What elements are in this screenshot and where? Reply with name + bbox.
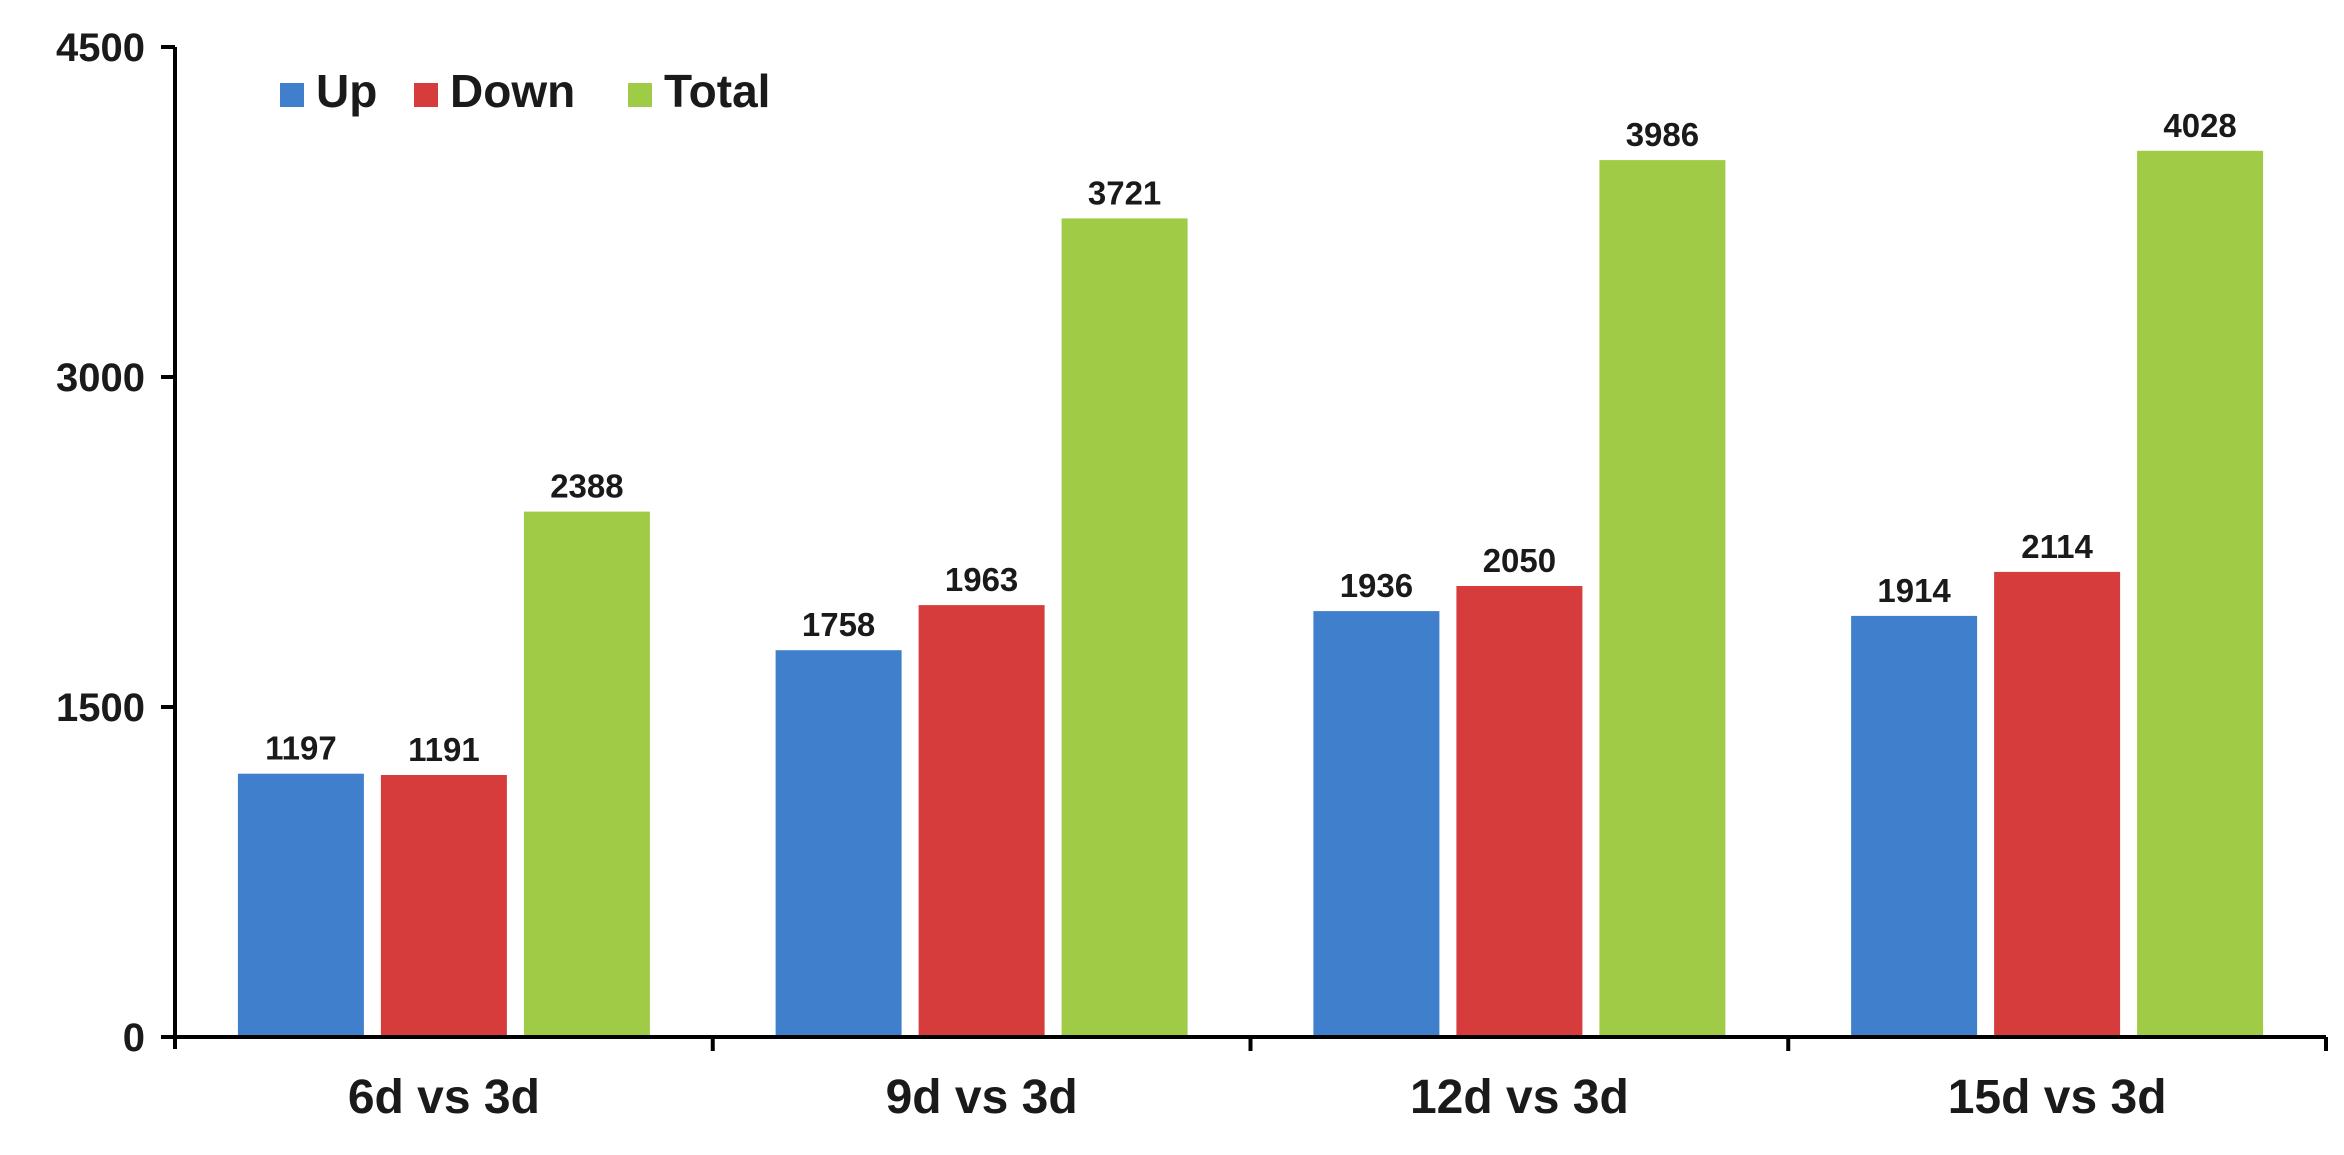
bar-down-4: [1994, 571, 2121, 1037]
legend: Up Down Total: [280, 65, 770, 117]
bar-down-2: [918, 605, 1045, 1037]
x-category-label-3: 12d vs 3d: [1410, 1071, 1629, 1124]
legend-label-up: Up: [316, 65, 377, 117]
value-label-up-1: 1197: [265, 730, 337, 767]
y-tick-label-4500: 4500: [56, 26, 145, 70]
bar-total-4: [2137, 150, 2264, 1038]
bar-up-2: [775, 650, 902, 1037]
value-label-down-1: 1191: [408, 731, 480, 768]
bar-total-1: [523, 511, 650, 1038]
bar-total-3: [1599, 160, 1726, 1038]
bar-down-1: [380, 775, 507, 1037]
legend-swatch-down: [414, 83, 438, 107]
legend-swatch-up: [280, 83, 304, 107]
x-category-label-1: 6d vs 3d: [348, 1071, 540, 1124]
value-label-total-3: 3986: [1626, 116, 1699, 153]
bar-up-1: [237, 773, 364, 1037]
legend-label-down: Down: [450, 65, 575, 117]
value-label-total-1: 2388: [550, 468, 623, 505]
bar-up-3: [1313, 611, 1440, 1037]
y-tick-label-1500: 1500: [56, 686, 145, 730]
value-label-up-2: 1758: [802, 606, 875, 643]
x-category-label-2: 9d vs 3d: [886, 1071, 1078, 1124]
bar-total-2: [1061, 218, 1188, 1037]
legend-label-total: Total: [664, 65, 770, 117]
value-label-down-2: 1963: [945, 561, 1018, 598]
x-category-label-4: 15d vs 3d: [1948, 1071, 2167, 1124]
bar-up-4: [1851, 615, 1978, 1037]
legend-swatch-total: [628, 83, 652, 107]
value-label-up-3: 1936: [1340, 567, 1413, 604]
y-tick-label-3000: 3000: [56, 356, 145, 400]
axes-layer: 0 1500 3000 4500 6d vs 3d 9d vs 3d 12d vs 3d 15…: [56, 26, 2328, 1124]
bars-layer: [237, 150, 2264, 1038]
value-label-total-2: 3721: [1088, 174, 1161, 211]
y-tick-label-0: 0: [123, 1016, 145, 1060]
value-label-total-4: 4028: [2163, 107, 2236, 144]
bar-down-3: [1456, 586, 1583, 1037]
value-label-down-3: 2050: [1483, 542, 1556, 579]
value-label-down-4: 2114: [2021, 528, 2093, 565]
value-label-up-4: 1914: [1877, 572, 1951, 609]
value-labels-layer: 1197 1191 2388 1758 1963 3721 1936 2050 3986 1914…: [265, 107, 2237, 768]
